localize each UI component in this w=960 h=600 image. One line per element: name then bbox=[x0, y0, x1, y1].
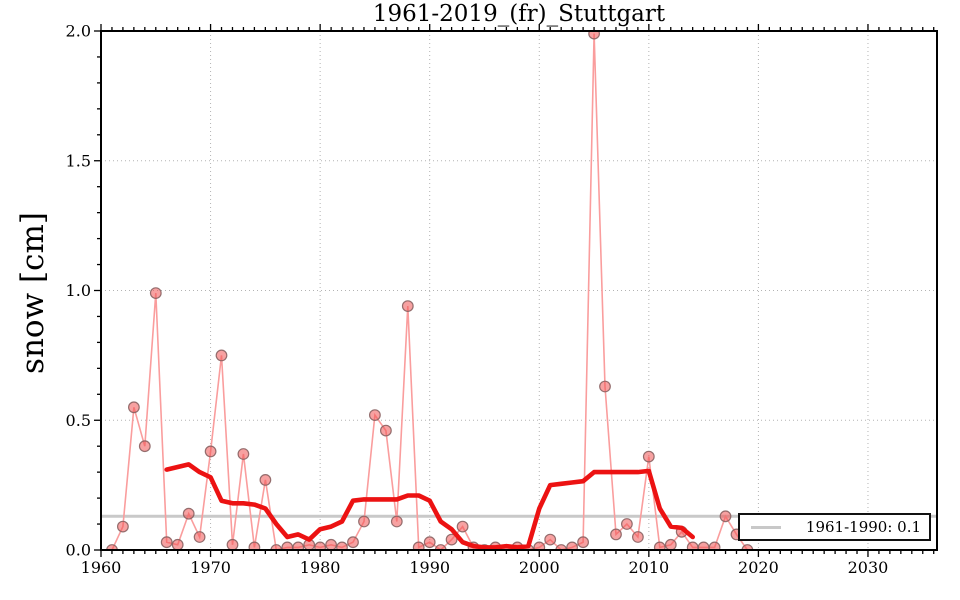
data-point bbox=[642, 450, 655, 463]
y-tick-label: 1.5 bbox=[66, 151, 91, 170]
x-tick-label: 2000 bbox=[519, 558, 560, 577]
data-point bbox=[149, 287, 162, 300]
data-point bbox=[171, 538, 184, 550]
data-point bbox=[610, 528, 622, 541]
tick-labels: 1960 1970 1980 1990 2000 2010 2020 2030 0.0 0.5 1.… bbox=[66, 22, 889, 578]
data-point bbox=[588, 31, 600, 40]
data-point bbox=[555, 544, 568, 550]
data-point bbox=[434, 544, 447, 550]
data-point bbox=[347, 536, 359, 549]
x-tick-label: 2020 bbox=[738, 558, 779, 577]
data-point bbox=[632, 531, 644, 543]
data-point bbox=[237, 448, 250, 460]
data-layer bbox=[101, 31, 937, 550]
data-point bbox=[270, 544, 283, 550]
data-point bbox=[160, 536, 173, 549]
data-point bbox=[664, 538, 677, 550]
data-point bbox=[226, 538, 239, 550]
data-point bbox=[412, 541, 425, 550]
x-tick-label: 2010 bbox=[628, 558, 669, 577]
data-point bbox=[599, 380, 611, 393]
data-point bbox=[138, 440, 151, 453]
data-point bbox=[204, 445, 217, 458]
x-tick-label: 1990 bbox=[409, 558, 450, 577]
x-tick-label: 2030 bbox=[848, 558, 889, 577]
data-point bbox=[719, 510, 732, 523]
data-point bbox=[193, 531, 206, 543]
x-tick-label: 1980 bbox=[300, 558, 341, 577]
x-tick-label: 1960 bbox=[81, 558, 122, 577]
data-point bbox=[423, 536, 436, 549]
plot-frame bbox=[100, 30, 938, 551]
data-point bbox=[741, 544, 754, 550]
legend-line-swatch bbox=[751, 525, 781, 529]
data-point bbox=[314, 541, 326, 550]
data-point bbox=[401, 300, 414, 313]
data-point bbox=[533, 541, 546, 550]
running-mean-line bbox=[164, 462, 696, 550]
legend-label: 1961-1990: 0.1 bbox=[805, 518, 921, 536]
data-point bbox=[577, 536, 589, 549]
data-point bbox=[390, 515, 403, 528]
data-point bbox=[358, 515, 370, 528]
y-tick-label: 0.0 bbox=[66, 541, 91, 560]
y-tick-label: 1.0 bbox=[66, 281, 91, 300]
data-point bbox=[116, 520, 129, 533]
data-point bbox=[445, 533, 458, 546]
data-point bbox=[544, 533, 557, 546]
data-point bbox=[292, 541, 305, 550]
ticks bbox=[94, 24, 935, 557]
data-point bbox=[708, 541, 721, 550]
data-point bbox=[127, 401, 140, 414]
data-point bbox=[259, 474, 272, 486]
y-tick-label: 2.0 bbox=[66, 22, 91, 41]
data-point bbox=[456, 520, 469, 533]
data-point bbox=[380, 424, 392, 437]
data-point bbox=[653, 541, 666, 550]
legend: 1961-1990: 0.1 bbox=[738, 513, 931, 541]
chart-title: 1961-2019_(fr)_Stuttgart bbox=[372, 1, 666, 27]
data-point bbox=[336, 541, 348, 550]
data-point bbox=[621, 518, 633, 530]
data-point bbox=[325, 538, 337, 550]
data-point bbox=[566, 541, 578, 550]
grid bbox=[101, 31, 937, 550]
data-point bbox=[106, 544, 118, 550]
data-point bbox=[248, 541, 261, 550]
data-point bbox=[215, 349, 228, 362]
data-point bbox=[369, 409, 381, 422]
x-tick-label: 1970 bbox=[190, 558, 231, 577]
y-tick-label: 0.5 bbox=[66, 411, 91, 430]
data-point bbox=[182, 507, 195, 520]
